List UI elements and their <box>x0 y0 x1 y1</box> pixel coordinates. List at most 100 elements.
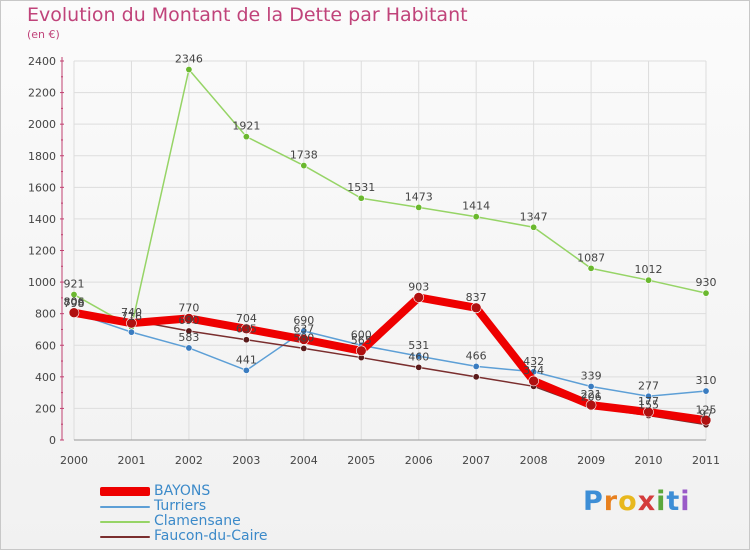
legend-item-clamensane: Clamensane <box>100 514 300 529</box>
data-point-faucon-du-caire <box>185 327 193 335</box>
data-point-clamensane <box>242 133 250 141</box>
data-point-bayons <box>585 399 597 411</box>
axes: 0 200 400 600 800 1000 1200 1400 1600 1800 2000 220… <box>28 55 720 467</box>
y-tick-label: 1200 <box>28 245 56 258</box>
data-point-bayons <box>355 345 367 357</box>
data-label-bayons: 177 <box>638 395 659 408</box>
data-label-turriers: 339 <box>581 369 602 382</box>
logo-letter: x <box>637 486 657 517</box>
legend-swatch-faucon-du-caire <box>100 536 150 538</box>
x-tick-label: 2008 <box>520 454 548 467</box>
data-point-clamensane <box>530 223 538 231</box>
data-label-turriers: 277 <box>638 379 659 392</box>
data-point-clamensane <box>415 203 423 211</box>
data-label-faucon-du-caire: 635 <box>236 323 257 336</box>
data-point-clamensane <box>645 276 653 284</box>
data-label-bayons: 770 <box>178 301 199 314</box>
x-tick-label: 2007 <box>462 454 490 467</box>
data-label-bayons: 837 <box>466 291 487 304</box>
data-point-clamensane <box>587 264 595 272</box>
data-label-turriers: 806 <box>64 296 85 309</box>
logo-text: Proxiti <box>583 486 691 517</box>
data-label-turriers: 531 <box>408 339 429 352</box>
data-label-turriers: 583 <box>178 331 199 344</box>
legend-swatch-turriers <box>100 506 150 508</box>
data-point-bayons <box>298 334 310 345</box>
data-point-turriers <box>645 392 653 400</box>
data-label-clamensane: 1921 <box>232 120 260 133</box>
data-point-clamensane <box>472 213 480 221</box>
y-tick-label: 800 <box>35 308 56 321</box>
data-point-faucon-du-caire <box>472 373 480 381</box>
data-point-bayons <box>470 302 482 314</box>
legend-item-faucon-du-caire: Faucon-du-Caire <box>100 529 300 544</box>
logo-letter: r <box>603 486 619 517</box>
data-label-faucon-du-caire: 97 <box>699 408 713 421</box>
data-label-turriers: 432 <box>523 355 544 368</box>
y-tick-label: 200 <box>35 402 56 415</box>
x-tick-label: 2009 <box>577 454 605 467</box>
logo-letter: i <box>656 486 667 517</box>
legend-label-bayons: BAYONS <box>154 483 211 499</box>
legend-label-clamensane: Clamensane <box>154 513 241 529</box>
x-tick-label: 2001 <box>117 454 145 467</box>
data-label-clamensane: 921 <box>64 278 85 291</box>
data-point-bayons <box>700 414 712 426</box>
data-point-turriers <box>242 366 250 374</box>
y-tick-label: 1400 <box>28 213 56 226</box>
data-label-clamensane: 930 <box>696 276 717 289</box>
data-point-clamensane <box>357 194 365 202</box>
series-line-bayons <box>70 293 710 425</box>
data-point-turriers <box>472 362 480 370</box>
data-point-bayons <box>241 323 252 335</box>
y-tick-label: 400 <box>35 371 56 384</box>
data-label-faucon-du-caire: 206 <box>581 390 602 403</box>
data-point-bayons <box>413 292 425 303</box>
legend-item-turriers: Turriers <box>100 499 300 514</box>
data-label-faucon-du-caire: 580 <box>293 331 314 344</box>
x-tick-label: 2004 <box>290 454 318 467</box>
legend: BAYONS Turriers Clamensane Faucon-du-Cai… <box>100 484 300 544</box>
data-point-clamensane <box>70 291 78 299</box>
y-tick-label: 1000 <box>28 276 56 289</box>
data-label-clamensane: 1347 <box>520 210 548 223</box>
data-point-clamensane <box>702 289 710 297</box>
data-label-faucon-du-caire: 690 <box>178 314 199 327</box>
data-label-faucon-du-caire: 155 <box>638 399 659 412</box>
data-label-clamensane: 1738 <box>290 149 318 162</box>
data-label-turriers: 441 <box>236 353 257 366</box>
data-point-bayons <box>183 313 195 324</box>
data-label-bayons: 565 <box>351 334 372 347</box>
data-label-bayons: 637 <box>293 322 314 335</box>
y-tick-label: 1600 <box>28 181 56 194</box>
data-point-clamensane <box>185 66 193 74</box>
legend-label-turriers: Turriers <box>154 498 207 514</box>
data-point-turriers <box>702 387 710 395</box>
data-label-turriers: 600 <box>351 328 372 341</box>
data-label-clamensane: 1087 <box>577 251 605 264</box>
logo-letter: o <box>618 486 638 517</box>
data-point-turriers <box>185 344 193 352</box>
data-label-turriers: 466 <box>466 349 487 362</box>
grid-lines <box>73 60 707 441</box>
data-label-bayons: 374 <box>523 364 544 377</box>
data-label-clamensane: 716 <box>121 310 142 323</box>
data-labels: 921 716 2346 1921 1738 1531 1473 1414 1347 1087 10… <box>64 53 717 421</box>
data-label-faucon-du-caire: 460 <box>408 350 429 363</box>
data-label-clamensane: 1012 <box>635 263 663 276</box>
data-label-bayons: 704 <box>236 312 257 325</box>
series-lines <box>68 66 712 429</box>
data-point-clamensane <box>300 162 308 170</box>
x-tick-label: 2002 <box>175 454 203 467</box>
data-label-bayons: 221 <box>581 388 602 401</box>
y-tick-label: 0 <box>49 434 56 447</box>
data-label-clamensane: 1473 <box>405 190 433 203</box>
proxiti-logo: Proxiti <box>583 486 691 517</box>
logo-letter: P <box>583 486 604 517</box>
data-label-clamensane: 1414 <box>462 200 490 213</box>
logo-letter: t <box>666 486 681 517</box>
data-point-bayons <box>68 307 80 319</box>
x-tick-label: 2011 <box>692 454 720 467</box>
logo-letter: i <box>680 486 691 517</box>
